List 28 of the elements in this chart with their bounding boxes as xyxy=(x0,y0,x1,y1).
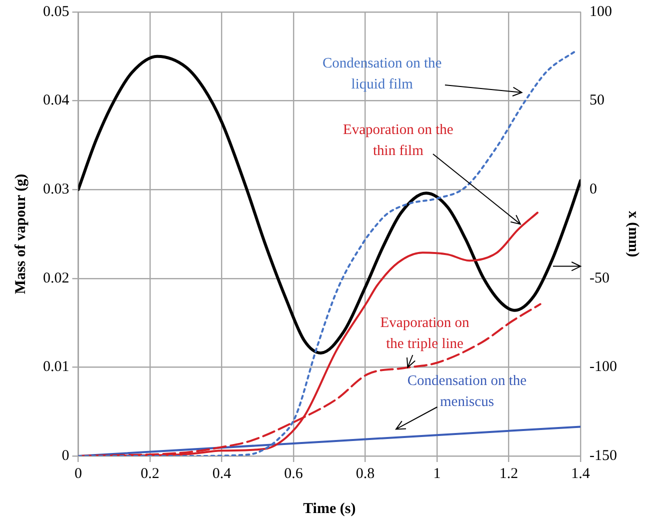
y-tick-label: 0.01 xyxy=(43,359,70,376)
y2-tick-label: 0 xyxy=(590,182,598,198)
x-tick-label: 0 xyxy=(74,466,82,482)
y-tick-label: 0 xyxy=(62,448,70,464)
y-tick-label: 0.03 xyxy=(43,182,70,198)
x-tick-label: 0.2 xyxy=(140,466,160,482)
y-tick-label: 0.04 xyxy=(43,92,70,109)
y-tick-label: 0.05 xyxy=(43,4,70,20)
y2-tick-label: -100 xyxy=(590,359,618,376)
y2-tick-label: -150 xyxy=(590,448,618,464)
x-axis-title: Time (s) xyxy=(303,500,356,517)
x-tick-label: 0.4 xyxy=(212,466,232,482)
y2-tick-label: 50 xyxy=(590,92,605,109)
text: Evaporation on the thin film xyxy=(343,122,454,160)
x-tick-label: 0.8 xyxy=(356,466,375,482)
y2-axis-title: x (mm) xyxy=(625,210,642,258)
line-series xyxy=(78,49,578,456)
x-tick-label: 1 xyxy=(433,466,441,482)
y-tick-label: 0.02 xyxy=(43,270,70,286)
series-label: Evaporation on the triple line xyxy=(380,315,470,352)
x-tick-label: 1.4 xyxy=(571,466,590,482)
y2-tick-label: -50 xyxy=(590,270,610,286)
y-axis-title: Mass of vapour (g) xyxy=(12,174,29,294)
y2-tick-label: 100 xyxy=(590,4,612,20)
x-tick-label: 1.2 xyxy=(499,466,518,482)
series-label: Condensation on the meniscus xyxy=(407,372,527,410)
text: Condensation on the liquid film xyxy=(322,55,442,92)
x-tick-label: 0.6 xyxy=(284,466,304,482)
